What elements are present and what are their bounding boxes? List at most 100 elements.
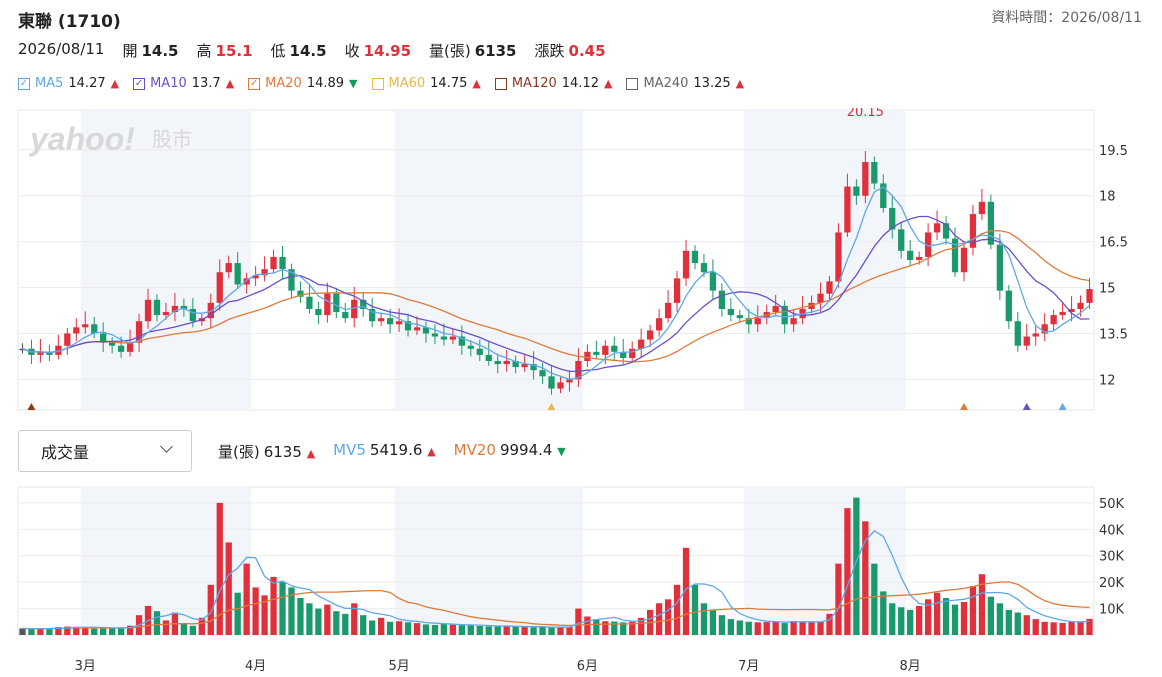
volume-y-tick: 20K — [1099, 576, 1125, 591]
candle-body — [781, 305, 788, 325]
volume-bar — [530, 627, 537, 635]
quote-volume: 量(張) 6135 — [429, 42, 517, 60]
ma-name: MA20 — [265, 76, 302, 91]
candle-body — [234, 263, 241, 285]
candle-body — [844, 186, 851, 233]
volume-bar — [862, 521, 869, 635]
ma-toggle-ma120[interactable]: MA120 14.12 ▲ — [494, 76, 612, 91]
volume-bar — [494, 626, 501, 635]
volume-bar — [64, 626, 71, 635]
volume-bar — [395, 621, 403, 635]
candle-body — [126, 342, 134, 352]
volume-bar — [378, 617, 385, 635]
volume-bar — [1059, 622, 1066, 635]
candle-body — [243, 278, 250, 285]
volume-bar — [907, 609, 914, 635]
watermark-suffix: 股市 — [152, 127, 192, 151]
volume-y-tick: 50K — [1099, 497, 1125, 512]
candle-body — [718, 290, 726, 309]
volume-bar — [216, 502, 223, 635]
candle-body — [333, 293, 340, 313]
candle-body — [288, 269, 295, 291]
x-tick-label: 3月 — [75, 659, 96, 674]
candle-body — [476, 348, 483, 355]
y-tick-label: 12 — [1099, 373, 1116, 388]
volume-bar — [745, 621, 752, 635]
volume-bar — [404, 622, 412, 635]
y-tick-label: 13.5 — [1099, 327, 1128, 342]
volume-bar — [333, 611, 340, 635]
volume-bar — [324, 604, 331, 635]
y-tick-label: 16.5 — [1099, 236, 1128, 251]
candle-body — [960, 247, 968, 273]
candle-body — [1032, 333, 1039, 337]
checkbox-icon[interactable]: ✓ — [133, 77, 146, 90]
ma-toggle-ma60[interactable]: MA60 14.75 ▲ — [371, 76, 481, 91]
volume-bar — [763, 622, 770, 635]
volume-bar — [109, 628, 116, 635]
volume-bar — [1086, 618, 1093, 635]
candle-body — [566, 379, 573, 383]
volume-bar — [19, 628, 26, 635]
ma-toggle-ma10[interactable]: ✓ MA10 13.7 ▲ — [133, 76, 234, 91]
candle-body — [638, 339, 645, 349]
candle-body — [1014, 321, 1021, 346]
volume-bar — [790, 620, 797, 635]
volume-bar — [243, 563, 250, 635]
ma-cross-marker-icon — [1022, 403, 1031, 410]
max-price-label: 20.15 — [847, 108, 884, 120]
ma-toggle-ma240[interactable]: MA240 13.25 ▲ — [626, 76, 744, 91]
candle-body — [153, 299, 161, 316]
volume-bar — [126, 625, 134, 635]
candle-body — [655, 318, 663, 331]
candle-body — [647, 330, 654, 340]
candle-body — [880, 183, 887, 208]
checkbox-icon[interactable] — [626, 77, 639, 90]
volume-bar — [951, 604, 959, 635]
volume-bar — [924, 599, 932, 635]
ma-legend: ✓ MA5 14.27 ▲ ✓ MA10 13.7 ▲ ✓ MA20 14.89 ▼ MA60 14.75… — [18, 76, 744, 91]
candle-body — [521, 364, 528, 368]
volume-bar — [189, 625, 196, 635]
volume-bar — [942, 598, 950, 635]
mv20-line — [22, 581, 1090, 630]
volume-bar — [718, 615, 726, 635]
volume-bar — [700, 603, 708, 635]
candle-body — [817, 293, 824, 303]
checkbox-icon[interactable]: ✓ — [248, 77, 261, 90]
volume-bar — [1005, 609, 1012, 635]
quote-open: 開 14.5 — [122, 42, 179, 60]
volume-bar — [82, 627, 89, 635]
candle-body — [871, 162, 878, 184]
ma-toggle-ma5[interactable]: ✓ MA5 14.27 ▲ — [18, 76, 119, 91]
candle-body — [306, 296, 313, 309]
candle-body — [270, 256, 277, 270]
volume-bar — [781, 623, 788, 635]
mv20-info: MV20 9994.4 ▼ — [453, 441, 566, 459]
ma-name: MA240 — [643, 76, 689, 91]
candle-body — [924, 232, 932, 257]
volume-bar — [369, 620, 376, 635]
volume-bar — [817, 621, 824, 635]
ma-toggle-ma20[interactable]: ✓ MA20 14.89 ▼ — [248, 76, 358, 91]
candle-body — [422, 327, 430, 334]
candle-body — [324, 293, 331, 316]
volume-bar — [638, 617, 645, 635]
checkbox-icon[interactable] — [494, 77, 507, 90]
y-tick-label: 19.5 — [1099, 144, 1128, 159]
volume-bar — [593, 619, 600, 635]
checkbox-icon[interactable] — [371, 77, 384, 90]
candle-body — [216, 272, 223, 303]
checkbox-icon[interactable]: ✓ — [18, 77, 30, 90]
volume-bar — [342, 613, 349, 635]
candle-body — [180, 305, 188, 309]
candle-body — [512, 361, 519, 368]
volume-bar — [727, 619, 734, 635]
volume-bar — [279, 582, 286, 635]
indicator-select[interactable]: 成交量 — [18, 430, 192, 472]
candle-body — [162, 312, 170, 316]
candle-body — [575, 361, 582, 380]
volume-bar — [1032, 619, 1039, 635]
arrow-up-icon: ▲ — [110, 77, 120, 90]
volume-bar — [261, 595, 268, 635]
